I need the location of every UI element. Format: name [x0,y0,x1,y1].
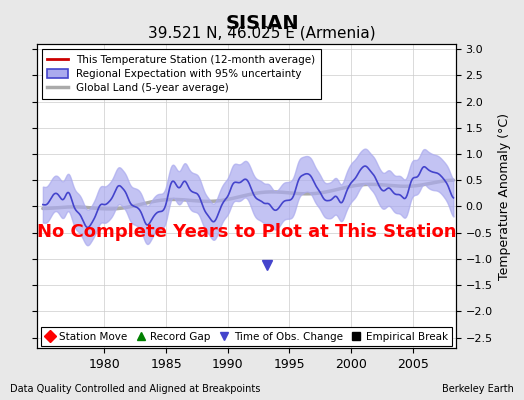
Y-axis label: Temperature Anomaly (°C): Temperature Anomaly (°C) [498,112,511,280]
Text: No Complete Years to Plot at This Station: No Complete Years to Plot at This Statio… [37,224,456,242]
Text: 39.521 N, 46.025 E (Armenia): 39.521 N, 46.025 E (Armenia) [148,26,376,41]
Text: SISIAN: SISIAN [225,14,299,33]
Text: Berkeley Earth: Berkeley Earth [442,384,514,394]
Text: Data Quality Controlled and Aligned at Breakpoints: Data Quality Controlled and Aligned at B… [10,384,261,394]
Legend: Station Move, Record Gap, Time of Obs. Change, Empirical Break: Station Move, Record Gap, Time of Obs. C… [40,328,452,346]
